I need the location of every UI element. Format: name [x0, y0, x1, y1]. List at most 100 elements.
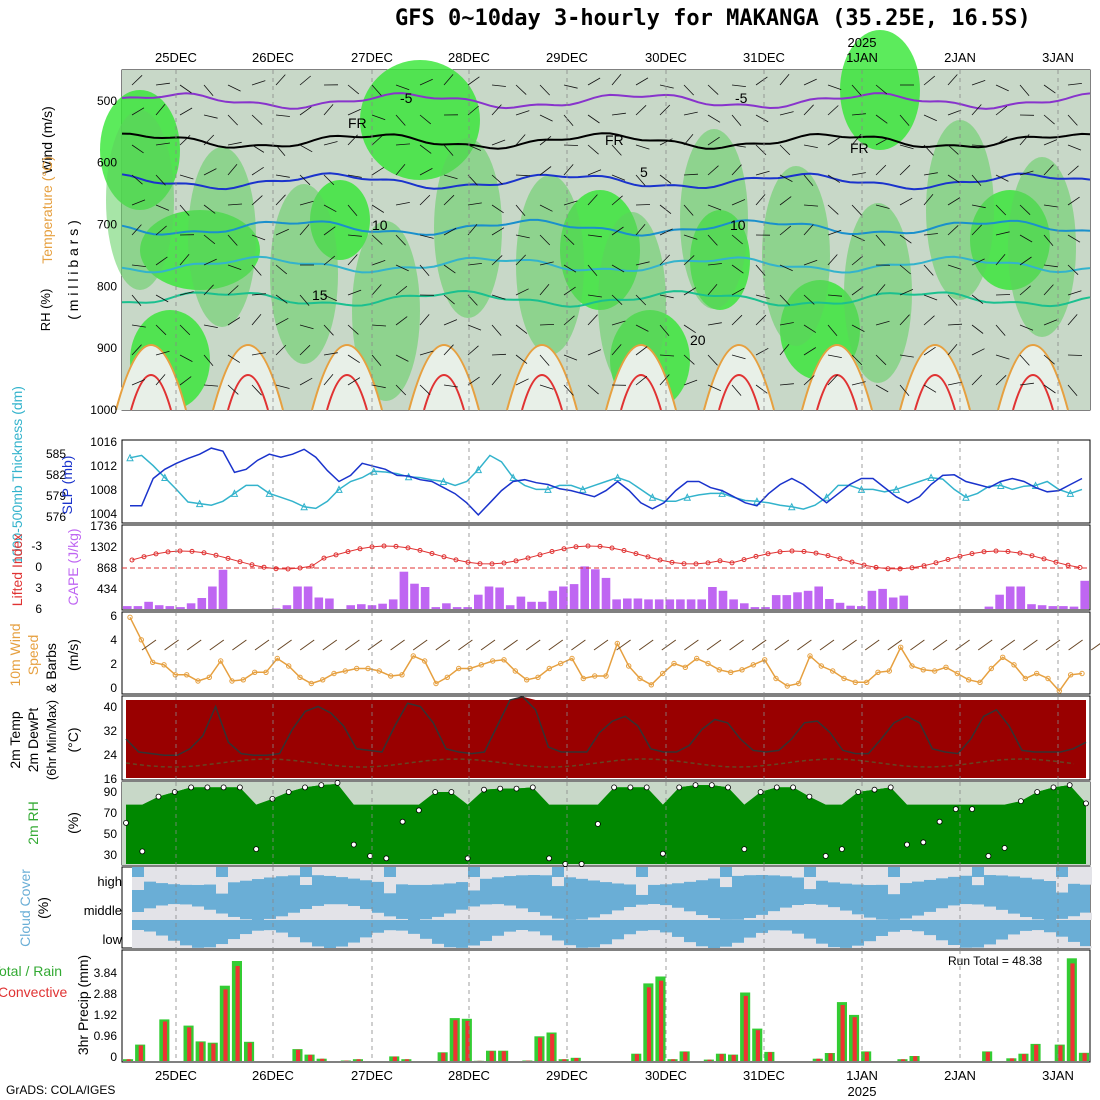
wind-barb	[347, 134, 358, 146]
wind-speed-line-marker	[807, 653, 813, 659]
wind-barb	[539, 84, 550, 96]
cloud-high-clear	[420, 867, 432, 885]
wind-barb	[1019, 324, 1034, 331]
wind-barb	[587, 349, 602, 356]
cloud-low-clear	[792, 933, 804, 948]
rh-band	[434, 138, 502, 318]
cape-bar	[1048, 606, 1058, 609]
wind-barb	[467, 105, 479, 116]
wind-barb	[155, 82, 170, 86]
wind-barb	[371, 234, 383, 245]
wind-barb	[611, 112, 626, 116]
wind-barb	[251, 314, 262, 326]
wind-barb	[851, 286, 864, 296]
cloud-mid-clear	[840, 910, 852, 920]
wind-barb	[539, 354, 550, 366]
temp-tick: 24	[104, 748, 118, 762]
wind-barb	[179, 376, 192, 386]
cape-bar	[176, 607, 185, 609]
cloud-mid-clear	[156, 905, 168, 920]
cape-bar	[431, 607, 441, 609]
cape-bar	[420, 587, 430, 609]
wind-barb	[707, 84, 719, 95]
wind-barb	[635, 375, 648, 386]
wind-barb	[131, 107, 145, 116]
wind-barb	[899, 144, 914, 150]
wind-barb	[155, 104, 166, 116]
wind-barb	[395, 114, 406, 126]
rh-marker	[871, 786, 878, 793]
cloud-high-clear	[672, 867, 684, 884]
rh-marker	[285, 789, 292, 795]
wind-barb	[539, 261, 554, 266]
wind-barb	[251, 384, 262, 396]
precip-tick: 1.92	[94, 1008, 118, 1022]
cloud-low-clear	[396, 930, 408, 948]
wind-speed-line-marker	[138, 637, 145, 643]
warm-tongue	[311, 344, 383, 411]
rh-blob	[360, 60, 480, 180]
wind-barb	[635, 224, 646, 236]
cloud-low-clear	[780, 930, 792, 948]
rh-band	[352, 221, 420, 401]
rh-marker	[367, 853, 374, 859]
isotherm-line	[121, 92, 1091, 110]
wind-barb	[971, 258, 985, 266]
cloud-low-clear	[360, 937, 372, 948]
wind-barb	[899, 289, 914, 296]
wind-barb	[707, 263, 722, 266]
wind-barb	[635, 204, 651, 206]
wind-barb	[371, 114, 386, 121]
rh-band	[270, 184, 338, 364]
cape-bar	[208, 586, 217, 609]
warm-tongue	[408, 344, 480, 411]
cape-bar	[995, 594, 1004, 609]
cloud-mid-clear	[372, 912, 384, 920]
wind-barb	[611, 344, 622, 356]
wind-barb	[155, 256, 168, 266]
cloud-high-clear	[732, 867, 744, 876]
panel-frame-slp	[121, 439, 1091, 524]
lifted-tick: 3	[35, 581, 42, 595]
wind-barb	[467, 263, 482, 266]
pressure-tick-500: 500	[97, 94, 117, 108]
precip-convective-bar	[719, 1054, 724, 1061]
wind-barbs-label: & Barbs	[43, 643, 59, 693]
cloud-mid-clear	[528, 912, 540, 920]
wind-barb	[1019, 134, 1030, 146]
wind-barb	[875, 137, 889, 146]
wind-barb	[851, 255, 864, 266]
wind-barb	[131, 224, 142, 236]
cloud-low-clear	[288, 937, 300, 948]
cloud-mid-clear	[768, 911, 780, 920]
wind-tick: 6	[110, 609, 117, 623]
cloud-unit-label: (%)	[35, 897, 51, 919]
wind-barb	[851, 134, 862, 146]
wind-barb	[323, 255, 336, 266]
precip-convective-label: Convective	[0, 984, 67, 1000]
cloud-high-clear	[600, 867, 612, 883]
rh-marker	[1066, 782, 1073, 788]
wind-barb	[923, 194, 934, 206]
cloud-high-clear	[1068, 867, 1080, 884]
wind-unit-label: (m/s)	[65, 639, 81, 671]
rh-marker	[920, 839, 927, 846]
wind-barb	[683, 84, 694, 96]
cloud-mid-clear	[312, 905, 324, 920]
cloud-high-clear	[888, 877, 900, 895]
wind-speed-line-marker	[546, 665, 552, 672]
warm-tongue	[115, 344, 187, 411]
isotherm-line	[121, 172, 1091, 191]
wind-barb	[491, 353, 507, 356]
rh-marker	[757, 789, 764, 795]
wind-barb	[395, 384, 407, 396]
precip-tick: 0.96	[94, 1029, 118, 1043]
wind-barb	[587, 314, 598, 326]
contour-label: 5	[640, 164, 648, 180]
cloud-low-clear	[1008, 934, 1020, 948]
wind-speed-line-marker	[954, 670, 960, 677]
wind-barb	[491, 294, 506, 300]
cloud-high-clear	[456, 867, 468, 883]
cape-bar	[612, 599, 621, 609]
wind-barb	[971, 224, 982, 236]
